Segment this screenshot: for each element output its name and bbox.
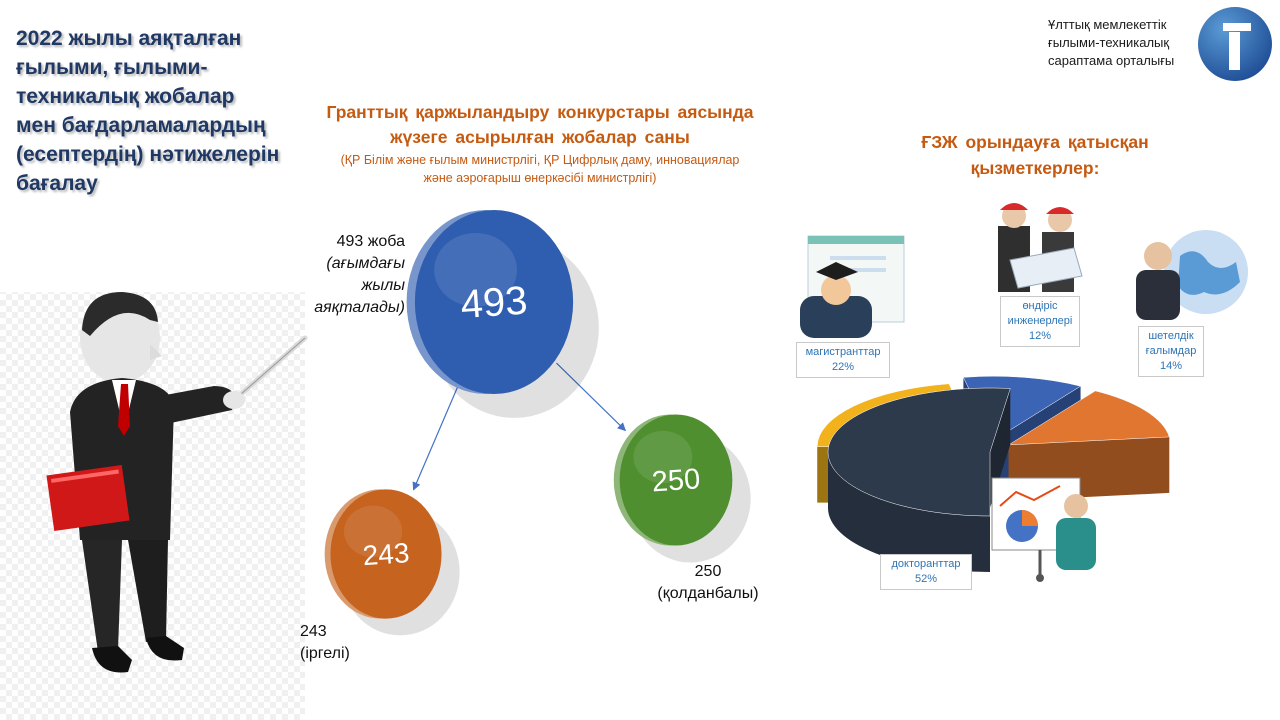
bubble-arrows	[412, 362, 627, 491]
callout-label: докторанттар	[891, 558, 961, 570]
grant-projects-title: Гранттық қаржыландыру конкурстары аясынд…	[300, 100, 780, 150]
callout-label: инженерлері	[1007, 315, 1073, 327]
ministries-subtitle-line: және аэроғарыш өнеркәсібі министрлігі)	[423, 171, 657, 185]
total-projects-note-line: (ағымдағы	[326, 255, 405, 272]
coin-label: 250	[651, 463, 702, 498]
callout-percent: 52%	[914, 573, 938, 585]
coin-face	[330, 489, 442, 619]
staff-chart-title-line: қызметкерлер:	[970, 158, 1100, 178]
total-projects-label: 493 жоба	[336, 233, 405, 250]
bubble-layer: 493 243 250	[324, 210, 751, 636]
pie-slice-doctoral	[827, 387, 1011, 572]
coin-face	[414, 210, 574, 394]
bubble-arrow	[412, 382, 461, 491]
total-projects-note-line: жылы	[361, 277, 405, 294]
graduate-icon	[800, 235, 905, 338]
foreign-scientists-callout: шетелдік ғалымдар 14%	[1138, 326, 1204, 377]
org-name: Ұлттық мемлекеттік ғылыми-техникалық сар…	[1048, 16, 1198, 70]
callout-percent: 14%	[1159, 360, 1183, 372]
masters-callout: магистранттар 22%	[796, 342, 890, 378]
callout-label: магистранттар	[805, 346, 881, 358]
title-line: техникалық жобалар	[16, 85, 235, 108]
total-projects-note-line: аяқталады)	[314, 299, 405, 316]
bubble-arrow	[556, 362, 627, 432]
basic-projects-coin: 243	[324, 489, 460, 636]
grant-projects-title-line: жүзеге асырылған жобалар саны	[390, 127, 690, 147]
org-logo-icon	[1198, 7, 1272, 81]
callout-label: ғалымдар	[1145, 345, 1197, 357]
org-name-line: ғылыми-техникалық	[1048, 35, 1170, 50]
engineers-icon	[998, 203, 1083, 292]
org-name-line: Ұлттық мемлекеттік	[1048, 17, 1167, 32]
basic-projects-value: 243	[300, 623, 327, 640]
doctoral-callout: докторанттар 52%	[880, 554, 972, 590]
pie-slice-top	[1007, 390, 1170, 446]
total-projects-note: 493 жоба (ағымдағы жылы аяқталады)	[285, 231, 405, 319]
applied-projects-value: 250	[694, 563, 722, 580]
coin-label: 243	[362, 537, 411, 571]
total-projects-coin: 493	[406, 210, 599, 418]
staff-chart-title: ҒЗЖ орындауға қатысқан қызметкерлер:	[880, 129, 1190, 181]
applied-projects-note: 250 (қолданбалы)	[638, 561, 778, 605]
pie-slice-top	[827, 387, 1011, 517]
basic-projects-note: 243 (іргелі)	[300, 621, 420, 665]
basic-projects-label: (іргелі)	[300, 645, 350, 662]
callout-percent: 22%	[831, 361, 855, 373]
coin-face	[619, 414, 733, 546]
presentation-board-icon	[991, 477, 1096, 582]
title-line: ғылыми, ғылыми-	[16, 56, 208, 79]
globe-icon	[1136, 230, 1248, 320]
title-line: мен бағдарламалардың	[16, 114, 266, 137]
title-line: 2022 жылы аяқталған	[16, 27, 242, 50]
title-line: бағалау	[16, 172, 98, 195]
coin-label: 493	[459, 279, 529, 328]
org-name-line: сараптама орталығы	[1048, 53, 1175, 68]
staff-chart-title-line: ҒЗЖ орындауға қатысқан	[921, 132, 1149, 152]
ministries-subtitle: (ҚР Білім және ғылым министрлігі, ҚР Циф…	[296, 151, 784, 187]
pie-layer	[816, 375, 1170, 572]
callout-label: шетелдік	[1148, 330, 1194, 342]
callout-label: өндіріс	[1022, 300, 1058, 312]
ministries-subtitle-line: (ҚР Білім және ғылым министрлігі, ҚР Циф…	[340, 153, 740, 167]
callout-percent: 12%	[1028, 330, 1052, 342]
title-line: (есептердің) нәтижелерін	[16, 143, 280, 166]
page-title: 2022 жылы аяқталған ғылыми, ғылыми- техн…	[16, 24, 306, 198]
applied-projects-coin: 250	[613, 414, 751, 563]
applied-projects-label: (қолданбалы)	[657, 585, 759, 602]
grant-projects-title-line: Гранттық қаржыландыру конкурстары аясынд…	[326, 102, 754, 122]
engineers-callout: өндіріс инженерлері 12%	[1000, 296, 1080, 347]
